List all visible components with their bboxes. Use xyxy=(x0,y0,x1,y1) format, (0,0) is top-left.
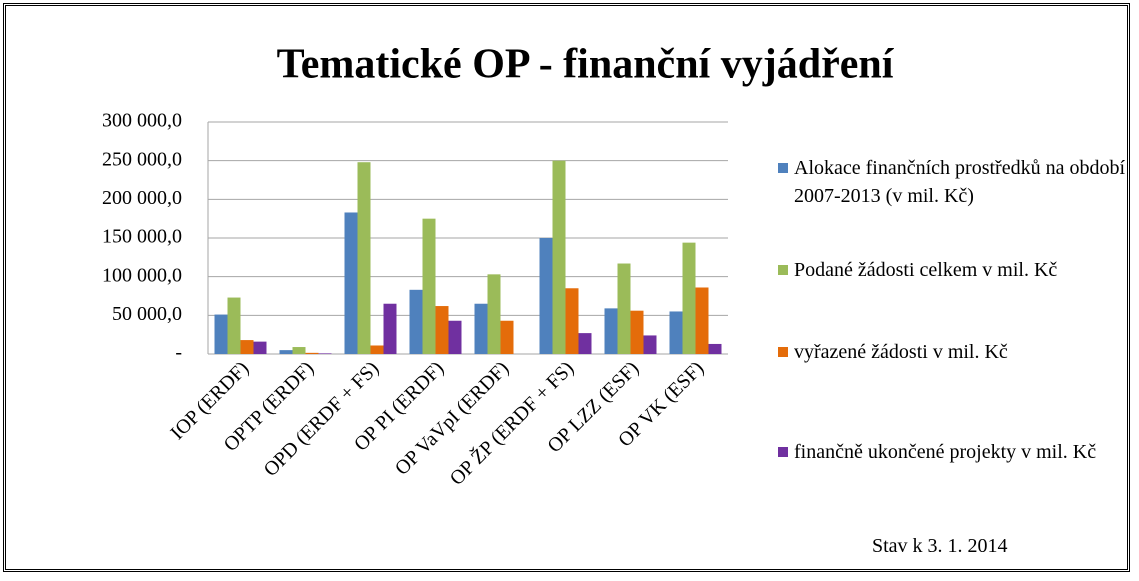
y-tick-label: 200 000,0 xyxy=(102,187,182,209)
y-tick-label: 50 000,0 xyxy=(112,303,182,325)
bar xyxy=(344,212,358,354)
bar xyxy=(227,297,241,354)
frame xyxy=(3,3,1130,572)
bar xyxy=(617,263,631,354)
legend-item: Alokace finančních prostředků na období … xyxy=(778,154,1139,210)
bar xyxy=(500,320,514,354)
bar xyxy=(539,238,553,354)
x-tick-label: OPD (ERDF + FS) xyxy=(260,357,384,481)
x-tick-label: OP VaVpI (ERDF) xyxy=(391,357,513,479)
bar xyxy=(370,345,384,354)
bar xyxy=(487,274,501,354)
bar xyxy=(474,303,488,354)
bar xyxy=(357,162,371,354)
legend-item: Podané žádosti celkem v mil. Kč xyxy=(778,256,1139,284)
legend-swatch xyxy=(778,265,788,275)
bar xyxy=(604,308,618,354)
bar xyxy=(279,350,293,354)
bar xyxy=(578,333,592,354)
bar xyxy=(318,353,332,354)
bar xyxy=(383,303,397,354)
note: Stav k 3. 1. 2014 xyxy=(872,535,1008,557)
bar xyxy=(253,341,267,354)
bar xyxy=(305,352,319,354)
bar xyxy=(422,218,436,354)
legend-swatch xyxy=(778,163,788,173)
legend-label: finančně ukončené projekty v mil. Kč xyxy=(794,441,1097,463)
y-tick-label: 300 000,0 xyxy=(102,110,182,132)
legend-swatch xyxy=(778,347,788,357)
bar xyxy=(643,335,657,354)
bar xyxy=(682,242,696,354)
bar xyxy=(565,288,579,354)
y-tick-label: 150 000,0 xyxy=(102,226,182,248)
legend-label: vyřazené žádosti v mil. Kč xyxy=(794,341,1008,363)
bar xyxy=(409,289,423,354)
y-tick-label: 100 000,0 xyxy=(102,264,182,286)
bar xyxy=(240,340,254,354)
bar xyxy=(448,320,462,354)
legend-swatch xyxy=(778,447,788,457)
bar xyxy=(552,160,566,354)
chart-title: Tematické OP - finanční vyjádření xyxy=(277,42,895,88)
bar xyxy=(214,314,228,354)
legend-label: Podané žádosti celkem v mil. Kč xyxy=(794,259,1058,281)
legend-label: Alokace finančních prostředků na období … xyxy=(794,157,1126,207)
bar xyxy=(630,310,644,354)
bar xyxy=(708,343,722,354)
y-tick-label: - xyxy=(175,342,182,364)
x-tick-label: OP ŽP (ERDF + FS) xyxy=(445,357,578,490)
bar xyxy=(435,306,449,354)
bar xyxy=(292,347,306,354)
bar xyxy=(695,287,709,354)
bar xyxy=(669,311,683,354)
legend-item: finančně ukončené projekty v mil. Kč xyxy=(778,438,1139,466)
legend-item: vyřazené žádosti v mil. Kč xyxy=(778,338,1139,366)
y-tick-label: 250 000,0 xyxy=(102,148,182,170)
